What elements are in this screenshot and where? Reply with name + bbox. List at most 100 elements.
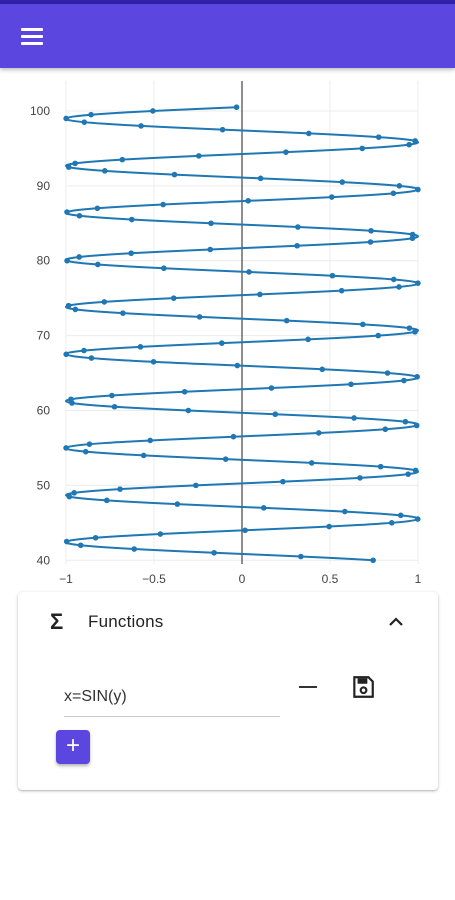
data-point (77, 542, 84, 549)
data-point (409, 231, 416, 238)
y-tick-label: 50 (37, 478, 51, 492)
data-point (196, 314, 203, 320)
data-point (185, 407, 192, 414)
data-point (66, 493, 73, 500)
data-point (150, 359, 157, 365)
data-point (397, 512, 404, 519)
app-bar (0, 4, 455, 68)
sigma-icon: Σ (50, 609, 64, 634)
data-point (76, 254, 82, 260)
data-point (257, 291, 263, 298)
data-point (360, 321, 366, 328)
save-icon[interactable] (350, 674, 376, 700)
series-line (64, 106, 420, 562)
data-point (283, 149, 289, 155)
data-point (405, 471, 411, 477)
data-point (367, 239, 374, 245)
functions-panel: Σ Functions + (18, 592, 438, 790)
data-point (63, 115, 69, 122)
data-point (242, 527, 248, 534)
functions-panel-header[interactable]: Σ Functions (18, 592, 438, 650)
data-point (401, 377, 407, 384)
data-point (174, 501, 181, 507)
data-point (171, 171, 178, 178)
data-point (207, 246, 214, 253)
data-point (120, 310, 126, 316)
data-point (234, 362, 241, 369)
data-point (415, 280, 421, 286)
data-point (88, 355, 95, 361)
functions-title: Functions (88, 612, 164, 631)
menu-button[interactable] (14, 20, 50, 54)
data-point (88, 111, 94, 118)
data-point (377, 463, 384, 470)
data-point (396, 284, 402, 290)
data-point (137, 344, 144, 350)
data-point (415, 186, 421, 193)
data-point (208, 220, 214, 227)
data-point (140, 452, 147, 459)
data-point (326, 523, 332, 530)
data-point (414, 516, 421, 522)
data-point (351, 415, 357, 421)
data-point (161, 265, 167, 272)
data-point (160, 201, 166, 208)
function-expression-input[interactable] (64, 682, 274, 712)
data-point (63, 351, 69, 358)
data-point (388, 520, 395, 526)
data-point (306, 130, 312, 137)
data-point (396, 183, 403, 189)
data-point (138, 123, 144, 129)
data-point (181, 388, 188, 395)
data-point (196, 153, 202, 159)
data-point (230, 433, 237, 440)
data-point (102, 168, 108, 174)
data-point (245, 198, 252, 204)
data-point (81, 347, 87, 354)
data-point (72, 306, 79, 313)
data-point (117, 486, 123, 492)
data-point (359, 145, 366, 152)
remove-function-button[interactable] (294, 672, 326, 702)
data-point (257, 175, 264, 182)
data-point (308, 460, 315, 466)
data-point (131, 546, 137, 552)
y-tick-label: 100 (30, 104, 50, 118)
data-point (402, 418, 409, 425)
data-point (233, 104, 240, 111)
y-tick-label: 70 (37, 329, 51, 343)
minus-icon (299, 686, 317, 688)
data-point (375, 134, 382, 140)
add-function-button[interactable]: + (56, 730, 90, 764)
data-point (81, 119, 88, 125)
data-point (315, 430, 322, 436)
data-point (170, 295, 177, 301)
y-tick-label: 80 (37, 254, 51, 268)
chevron-up-icon[interactable] (384, 610, 408, 634)
data-point (305, 336, 311, 343)
data-point (294, 242, 300, 249)
data-point (94, 205, 101, 212)
data-point (348, 381, 354, 388)
data-point (339, 179, 346, 185)
x-tick-label: 0.5 (322, 572, 339, 586)
function-plot[interactable]: 40 50 60 70 80 90 100 −1 −0.5 0 0.5 1 (0, 68, 455, 593)
data-point (128, 216, 135, 223)
data-point (71, 490, 77, 496)
y-tick-label: 60 (37, 403, 51, 417)
data-point (63, 538, 70, 545)
data-point (68, 396, 74, 403)
data-point (357, 475, 363, 481)
data-point (103, 497, 110, 504)
data-point (390, 190, 397, 197)
data-point (382, 426, 389, 433)
menu-icon (21, 28, 43, 31)
data-point (211, 549, 217, 556)
data-point (375, 332, 382, 339)
data-point (414, 373, 420, 380)
data-point (86, 441, 93, 447)
data-point (328, 194, 335, 200)
data-point (128, 250, 134, 257)
data-point (111, 403, 118, 410)
data-point (268, 385, 275, 391)
